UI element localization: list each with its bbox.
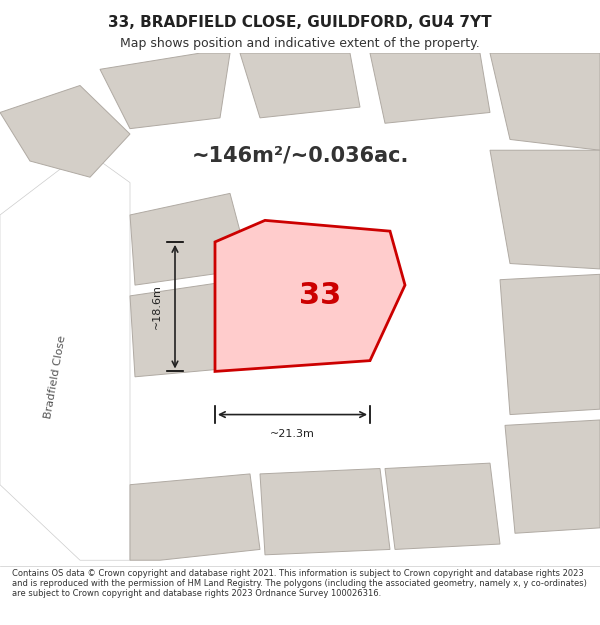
Polygon shape bbox=[130, 193, 250, 285]
Polygon shape bbox=[130, 280, 255, 377]
Polygon shape bbox=[490, 53, 600, 150]
Polygon shape bbox=[215, 221, 405, 371]
Polygon shape bbox=[385, 463, 500, 549]
Text: 33: 33 bbox=[299, 281, 341, 311]
Polygon shape bbox=[0, 150, 130, 560]
Polygon shape bbox=[500, 274, 600, 414]
Text: ~146m²/~0.036ac.: ~146m²/~0.036ac. bbox=[191, 146, 409, 166]
Text: 33, BRADFIELD CLOSE, GUILDFORD, GU4 7YT: 33, BRADFIELD CLOSE, GUILDFORD, GU4 7YT bbox=[108, 15, 492, 30]
Polygon shape bbox=[100, 53, 230, 129]
Polygon shape bbox=[240, 53, 360, 118]
Text: ~18.6m: ~18.6m bbox=[152, 284, 162, 329]
Text: Map shows position and indicative extent of the property.: Map shows position and indicative extent… bbox=[120, 38, 480, 50]
Polygon shape bbox=[130, 474, 260, 560]
Polygon shape bbox=[490, 150, 600, 269]
Polygon shape bbox=[505, 420, 600, 533]
Text: Bradfield Close: Bradfield Close bbox=[43, 334, 67, 419]
Text: ~21.3m: ~21.3m bbox=[270, 429, 315, 439]
Text: Contains OS data © Crown copyright and database right 2021. This information is : Contains OS data © Crown copyright and d… bbox=[12, 569, 587, 598]
Polygon shape bbox=[260, 469, 390, 555]
Polygon shape bbox=[370, 53, 490, 123]
Polygon shape bbox=[0, 86, 130, 177]
